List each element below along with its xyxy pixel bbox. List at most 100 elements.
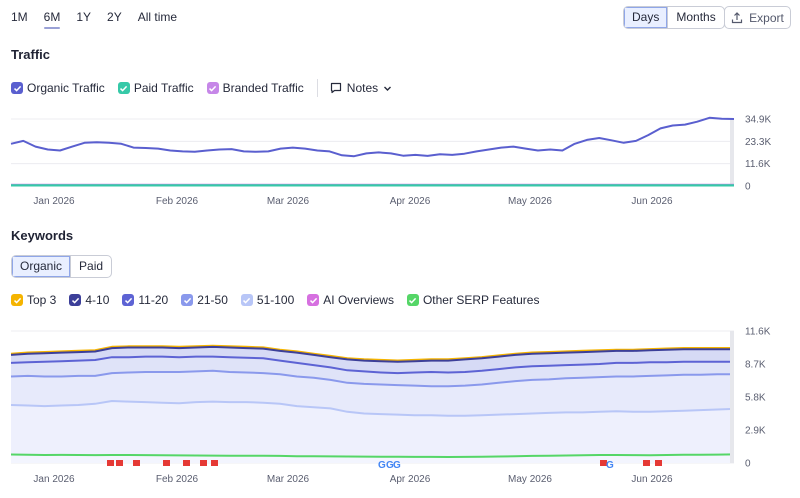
range-tab-all-time[interactable]: All time	[137, 10, 178, 24]
event-flag-icon	[107, 460, 114, 466]
months-button[interactable]: Months	[667, 7, 723, 28]
checkbox-icon	[117, 82, 130, 94]
paid-tab[interactable]: Paid	[70, 256, 111, 277]
series-line-other-serp-features	[10, 453, 735, 458]
x-tick-label: Apr 2026	[390, 196, 431, 207]
legend-4-10[interactable]: 4-10	[69, 293, 109, 307]
checkbox-icon	[181, 294, 194, 306]
flag-body	[211, 460, 218, 466]
legend-label: 11-20	[138, 293, 169, 307]
legend-branded-traffic[interactable]: Branded Traffic	[206, 81, 304, 95]
google-update-icon: G	[378, 460, 386, 471]
notes-label: Notes	[346, 81, 379, 95]
x-tick-label: Feb 2026	[156, 196, 199, 207]
legend-label: 4-10	[85, 293, 110, 307]
legend-51-100[interactable]: 51-100	[240, 293, 295, 307]
x-tick-label: May 2026	[508, 196, 552, 207]
series-line-4-10	[10, 345, 734, 363]
y-tick-label: 0	[745, 182, 751, 193]
legend-other-serp-features[interactable]: Other SERP Features	[406, 293, 540, 307]
legend-label: Other SERP Features	[422, 293, 540, 307]
scroll-handle	[730, 119, 734, 186]
checkbox-icon	[206, 82, 219, 94]
y-tick-label: 8.7K	[745, 360, 766, 371]
traffic-chart: 0 11.6K 23.3K 34.9K Jan 2026 Feb 2026 Mar 2026…	[10, 115, 771, 207]
event-flag-icon	[163, 460, 170, 466]
event-flag-icon	[643, 460, 650, 466]
checkbox-icon	[240, 294, 253, 306]
y-tick-label: 2.9K	[745, 426, 766, 437]
event-flag-icon	[600, 460, 607, 466]
range-tab-1y[interactable]: 1Y	[76, 10, 92, 24]
google-update-icon: G	[386, 460, 394, 471]
notes-dropdown[interactable]: Notes	[330, 81, 392, 95]
flag-body	[643, 460, 650, 466]
keywords-legend: Top 3 4-10 11-20 21-50 51-100 AI Overviews Oth…	[11, 293, 552, 307]
x-tick-label: Mar 2026	[267, 196, 310, 207]
note-icon	[330, 82, 341, 94]
legend-top-3[interactable]: Top 3	[11, 293, 56, 307]
range-tab-2y[interactable]: 2Y	[107, 10, 122, 24]
flag-body	[600, 460, 607, 466]
scroll-handle	[730, 331, 734, 463]
event-flag-icon	[116, 460, 123, 466]
event-flag-icon	[211, 460, 218, 466]
series-line-51-100	[10, 400, 735, 417]
legend-21-50[interactable]: 21-50	[181, 293, 228, 307]
y-tick-label: 11.6K	[745, 159, 771, 170]
flag-body	[163, 460, 170, 466]
chevron-down-icon	[384, 86, 392, 91]
y-tick-label: 0	[745, 459, 751, 470]
traffic-legend: Organic Traffic Paid Traffic Branded Tra…	[11, 79, 392, 97]
checkbox-icon	[69, 294, 82, 306]
area-band-51-100	[11, 401, 734, 463]
series-line-21-50	[10, 369, 734, 388]
google-update-icon: G	[393, 460, 401, 471]
series-line-11-20	[10, 355, 734, 375]
flag-body	[183, 460, 190, 466]
flag-body	[107, 460, 114, 466]
google-update-icon: G	[606, 460, 614, 471]
days-button[interactable]: Days	[624, 7, 668, 28]
keywords-title: Keywords	[11, 228, 74, 243]
legend-label: 51-100	[256, 293, 295, 307]
y-tick-label: 34.9K	[745, 115, 771, 126]
flag-body	[200, 460, 207, 466]
legend-label: AI Overviews	[323, 293, 394, 307]
legend-label: Organic Traffic	[27, 81, 105, 95]
checkbox-icon	[406, 294, 419, 306]
traffic-title: Traffic	[11, 47, 51, 62]
granularity-toggle: Days Months	[623, 6, 725, 29]
checkbox-icon	[122, 294, 135, 306]
export-label: Export	[749, 10, 784, 25]
x-tick-label: Jan 2026	[33, 196, 75, 207]
checkbox-icon	[11, 82, 23, 94]
y-tick-label: 23.3K	[745, 137, 771, 148]
legend-organic-traffic[interactable]: Organic Traffic	[11, 81, 105, 95]
legend-11-20[interactable]: 11-20	[122, 293, 168, 307]
event-flag-icon	[200, 460, 207, 466]
x-tick-label: Jun 2026	[631, 196, 673, 207]
keywords-type-toggle: Organic Paid	[11, 255, 113, 278]
range-tab-6m[interactable]: 6M	[43, 10, 61, 29]
flag-body	[116, 460, 123, 466]
legend-paid-traffic[interactable]: Paid Traffic	[117, 81, 194, 95]
organic-tab[interactable]: Organic	[12, 256, 71, 277]
x-tick-label: Feb 2026	[156, 474, 199, 485]
range-tab-1m[interactable]: 1M	[11, 10, 28, 24]
y-tick-label: 5.8K	[745, 393, 766, 404]
event-flag-icon	[183, 460, 190, 466]
checkbox-icon	[307, 294, 320, 306]
x-tick-label: Jan 2026	[33, 474, 75, 485]
legend-label: 21-50	[197, 293, 228, 307]
y-tick-label: 11.6K	[745, 327, 771, 338]
series-line-top-3	[10, 344, 734, 362]
legend-ai-overviews[interactable]: AI Overviews	[307, 293, 394, 307]
x-tick-label: Mar 2026	[267, 474, 310, 485]
legend-label: Paid Traffic	[133, 81, 194, 95]
legend-label: Top 3	[27, 293, 57, 307]
export-button[interactable]: Export	[724, 6, 791, 29]
flag-body	[655, 460, 662, 466]
checkbox-icon	[11, 294, 23, 306]
